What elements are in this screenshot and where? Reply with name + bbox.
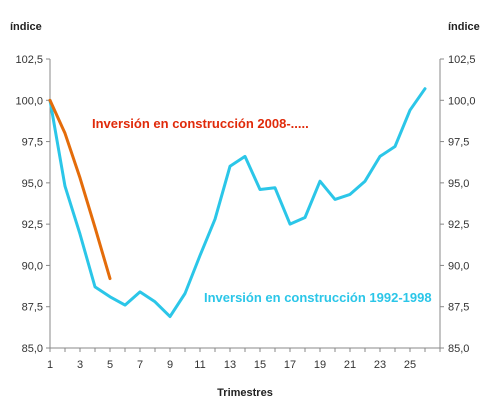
x-tick-label: 25: [404, 359, 416, 371]
x-tick-label: 1: [47, 359, 53, 371]
y-axis-title-right: índice: [448, 21, 480, 33]
y-ticks-right: 85,0 87,5 90,0 92,5 95,0 97,5 100,0 102,5: [448, 54, 476, 355]
y-tick-label-left: 85,0: [22, 343, 43, 355]
y-tick-label-right: 102,5: [448, 54, 476, 66]
y-axis-title-left: índice: [10, 21, 42, 33]
series-line-1992: [48, 87, 427, 319]
x-tick-label: 19: [314, 359, 326, 371]
x-tick-label: 7: [137, 359, 143, 371]
x-tick-label: 5: [107, 359, 113, 371]
y-tick-label-right: 100,0: [448, 95, 476, 107]
series-line-2008: [48, 98, 112, 281]
annotation-1992: Inversión en construcción 1992-1998: [204, 290, 432, 305]
axes: [46, 58, 444, 352]
y-tick-label-right: 87,5: [448, 302, 469, 314]
x-tick-label: 13: [224, 359, 236, 371]
x-tick-label: 9: [167, 359, 173, 371]
x-tick-label: 21: [344, 359, 356, 371]
y-tick-label-right: 97,5: [448, 137, 469, 149]
y-tick-label-left: 95,0: [22, 178, 43, 190]
y-tick-label-left: 102,5: [15, 54, 43, 66]
x-axis-title: Trimestres: [217, 387, 273, 399]
y-tick-label-right: 85,0: [448, 343, 469, 355]
y-tick-label-right: 92,5: [448, 219, 469, 231]
y-tick-label-right: 90,0: [448, 260, 469, 272]
x-tick-label: 23: [374, 359, 386, 371]
y-tick-label-left: 87,5: [22, 302, 43, 314]
y-tick-label-right: 95,0: [448, 178, 469, 190]
x-tick-label: 15: [254, 359, 266, 371]
y-ticks-left: 85,0 87,5 90,0 92,5 95,0 97,5 100,0 102,5: [15, 54, 43, 355]
y-tick-label-left: 92,5: [22, 219, 43, 231]
x-ticks: 1 3 5 7 9 11 13 15 17 19 21 23 25: [47, 359, 416, 371]
annotation-2008: Inversión en construcción 2008-.....: [92, 116, 309, 131]
series-group: [48, 87, 427, 319]
y-tick-label-left: 90,0: [22, 260, 43, 272]
y-tick-label-left: 100,0: [15, 95, 43, 107]
x-tick-label: 3: [77, 359, 83, 371]
y-tick-label-left: 97,5: [22, 137, 43, 149]
x-tick-label: 11: [194, 359, 205, 371]
x-tick-label: 17: [284, 359, 296, 371]
